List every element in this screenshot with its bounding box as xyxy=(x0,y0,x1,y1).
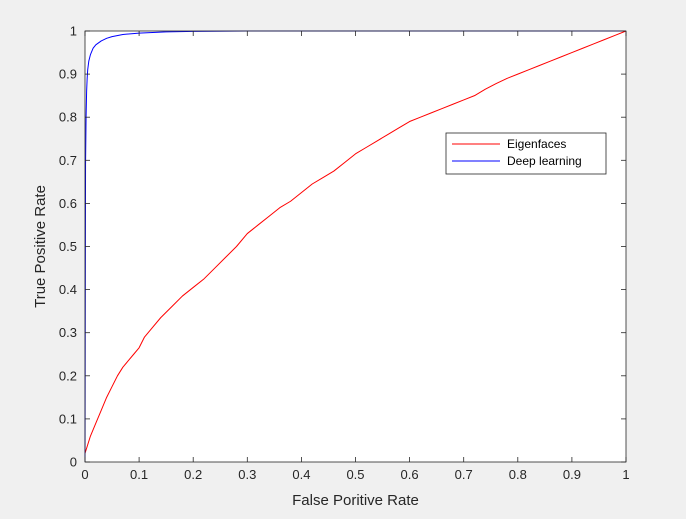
y-tick-label: 0.2 xyxy=(59,368,77,383)
x-tick-label: 0.3 xyxy=(238,467,256,482)
y-tick-label: 0.6 xyxy=(59,196,77,211)
y-tick-label: 0.8 xyxy=(59,110,77,125)
plot-area xyxy=(85,31,626,462)
x-tick-label: 0.5 xyxy=(346,467,364,482)
x-tick-label: 0.2 xyxy=(184,467,202,482)
y-tick-label: 0 xyxy=(70,455,77,470)
y-tick-label: 0.9 xyxy=(59,67,77,82)
legend-label-eigenfaces: Eigenfaces xyxy=(507,137,566,151)
y-tick-label: 0.7 xyxy=(59,153,77,168)
legend-label-deep-learning: Deep learning xyxy=(507,154,582,168)
series-line-eigenfaces xyxy=(84,30,627,454)
legend-box xyxy=(445,132,607,175)
x-tick-label: 0.1 xyxy=(130,467,148,482)
y-tick-label: 0.3 xyxy=(59,325,77,340)
x-tick-label: 0.8 xyxy=(509,467,527,482)
y-tick-label: 1 xyxy=(70,24,77,39)
x-axis-label: False Poritive Rate xyxy=(292,492,419,509)
y-tick-label: 0.1 xyxy=(59,411,77,426)
x-tick-label: 0.6 xyxy=(401,467,419,482)
y-axis-label: True Positive Rate xyxy=(32,185,49,308)
x-tick-label: 0.7 xyxy=(455,467,473,482)
y-tick-label: 0.4 xyxy=(59,282,77,297)
x-tick-label: 0.9 xyxy=(563,467,581,482)
x-tick-label: 0.4 xyxy=(292,467,310,482)
x-tick-label: 0 xyxy=(81,467,88,482)
x-tick-label: 1 xyxy=(622,467,629,482)
legend: Eigenfaces Deep learning xyxy=(445,132,607,175)
y-tick-label: 0.5 xyxy=(59,239,77,254)
